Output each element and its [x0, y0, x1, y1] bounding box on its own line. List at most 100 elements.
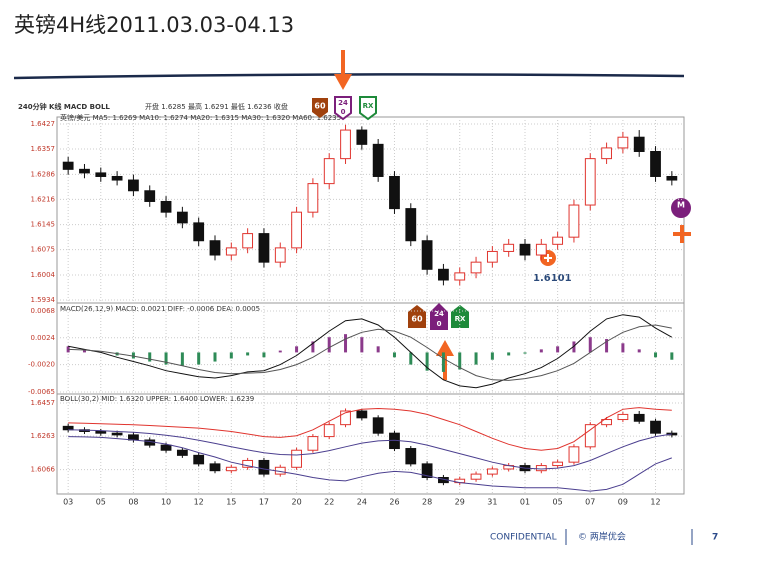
x-tick-label: 01 — [520, 498, 530, 507]
x-tick-label: 24 — [357, 498, 367, 507]
y-tick-label: -0.0020 — [28, 361, 55, 369]
candle-body — [601, 419, 612, 426]
candle-body — [291, 211, 302, 249]
candle-body — [95, 430, 107, 434]
candle-body — [209, 240, 221, 256]
x-tick-label: 12 — [650, 498, 660, 507]
x-tick-label: 29 — [455, 498, 465, 507]
m-text: M — [677, 201, 685, 210]
plus-sign — [673, 225, 691, 243]
candle-body — [389, 175, 400, 210]
x-tick-label: 26 — [389, 498, 399, 507]
plus-icon — [544, 254, 552, 262]
x-tick-label: 28 — [422, 498, 432, 507]
x-tick-label: 05 — [553, 498, 563, 507]
page-number: 7 — [712, 533, 718, 543]
mid-line — [68, 429, 672, 470]
candle-body — [242, 459, 254, 468]
candle-body — [193, 454, 205, 465]
candle-body — [552, 236, 564, 245]
candle-body — [258, 233, 270, 263]
candle-body — [650, 420, 661, 434]
candle-body — [405, 208, 417, 242]
candle-body — [62, 161, 74, 170]
candle-body — [601, 147, 612, 160]
candle-body — [535, 465, 547, 472]
footer-copyright: © 两岸优会 — [578, 531, 626, 543]
candle-body — [209, 463, 221, 472]
chart-header: 240分钟 K线 MACD BOLL — [18, 102, 110, 111]
y-tick-label: 1.6075 — [31, 246, 56, 254]
candle-body — [225, 247, 237, 256]
badge-60 — [312, 98, 328, 118]
candle-body — [111, 432, 123, 436]
y-tick-label: 1.6457 — [31, 399, 56, 407]
candle-body — [666, 432, 678, 436]
footer-confidential: CONFIDENTIAL — [490, 533, 557, 543]
candle-body — [584, 424, 596, 448]
candle-body — [650, 150, 661, 177]
x-tick-label: 09 — [618, 498, 628, 507]
x-tick-label: 05 — [96, 498, 106, 507]
candle-body — [633, 413, 645, 422]
badge-text: 60 — [314, 102, 326, 111]
candle-body — [486, 250, 498, 263]
candle-body — [323, 424, 335, 438]
upper-line — [68, 407, 672, 451]
badge-text: 24 — [434, 310, 444, 318]
candle-body — [225, 466, 237, 472]
x-tick-label: 12 — [194, 498, 204, 507]
candle-body — [568, 446, 580, 463]
badge-text: RX — [363, 102, 374, 110]
candle-body — [470, 261, 482, 274]
candle-body — [617, 413, 629, 421]
candle-body — [438, 268, 449, 281]
candle-body — [503, 243, 515, 252]
candle-body — [421, 463, 433, 479]
arrow-head — [436, 340, 454, 356]
x-tick-label: 31 — [487, 498, 497, 507]
badge-text: RX — [455, 315, 466, 323]
x-tick-label: 07 — [585, 498, 595, 507]
y-tick-label: 1.5934 — [31, 296, 56, 304]
x-tick-label: 08 — [128, 498, 138, 507]
y-tick-label: 1.6263 — [31, 432, 56, 440]
x-tick-label: 17 — [259, 498, 269, 507]
y-tick-label: -0.0065 — [28, 388, 55, 396]
candle-body — [535, 243, 547, 256]
candle-body — [291, 449, 302, 468]
price-legend: 英镑/美元 MA5: 1.6269 MA10: 1.6274 MA20: 1.6… — [60, 113, 341, 122]
y-tick-label: 1.6216 — [31, 195, 56, 203]
candle-body — [340, 129, 351, 160]
m-marker — [671, 198, 691, 218]
candle-body — [372, 417, 384, 434]
candle-body — [666, 175, 678, 181]
candle-body — [356, 129, 368, 145]
dea-line — [68, 324, 672, 381]
x-tick-label: 10 — [161, 498, 171, 507]
lower-line — [68, 436, 672, 492]
x-tick-label: 20 — [291, 498, 301, 507]
candle-body — [405, 448, 417, 465]
macd-legend: MACD(26,12,9) MACD: 0.0021 DIFF: -0.0006… — [60, 305, 260, 313]
badge-rx — [359, 96, 377, 121]
price-annotation: 1.6101 — [533, 273, 572, 284]
x-tick-label: 03 — [63, 498, 73, 507]
candle-body — [552, 461, 564, 467]
candle-body — [486, 468, 498, 475]
candle-body — [111, 175, 123, 181]
candle-body — [568, 204, 580, 238]
candle-body — [95, 172, 107, 177]
y-tick-label: 0.0068 — [31, 307, 56, 315]
y-tick-label: 1.6286 — [31, 170, 56, 178]
candle-body — [340, 410, 351, 426]
badge-text: 24 — [338, 99, 348, 107]
candle-body — [356, 410, 368, 419]
arrow-head — [334, 74, 352, 90]
candle-body — [307, 183, 319, 213]
candle-body — [519, 243, 531, 256]
y-tick-label: 1.6066 — [31, 466, 56, 474]
quote: 开盘 1.6285 最高 1.6291 最低 1.6236 收盘 — [145, 102, 288, 111]
candle-body — [128, 179, 139, 192]
